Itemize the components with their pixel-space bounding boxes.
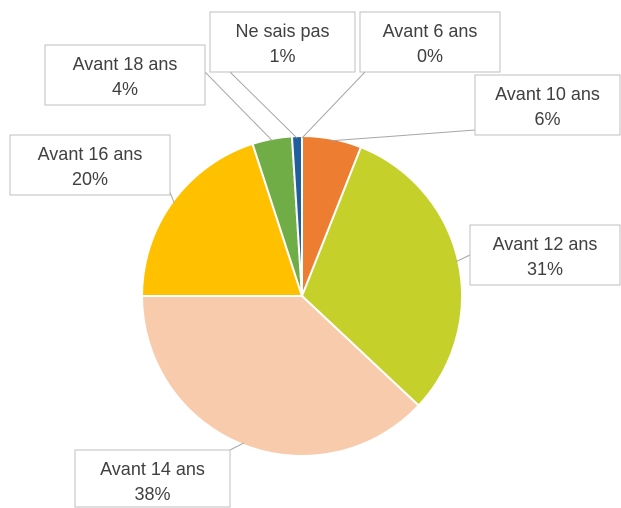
value-label: 31% [527,259,563,279]
pie-slice [140,295,421,457]
value-label: 0% [417,46,443,66]
category-label: Avant 10 ans [495,84,600,104]
category-label: Avant 14 ans [100,459,205,479]
category-label: Avant 6 ans [383,21,478,41]
value-label: 6% [534,109,560,129]
label-box [359,11,501,73]
leader-line [229,442,245,451]
value-label: 20% [72,169,108,189]
value-label: 4% [112,79,138,99]
pie-slice [290,134,303,297]
label-box [74,449,231,508]
leader-line [169,191,175,204]
leader-line [204,71,273,142]
label-box [469,224,621,286]
label-box [209,11,356,73]
leader-line [455,254,471,262]
label-box [474,74,621,136]
category-label: Avant 18 ans [73,54,178,74]
leader-line [301,71,366,139]
pie-slice [140,142,304,297]
value-label: 1% [269,46,295,66]
label-box [9,134,171,196]
category-label: Avant 16 ans [38,144,143,164]
category-label: Ne sais pas [235,21,329,41]
leader-line [331,129,476,142]
value-label: 38% [134,484,170,504]
leader-line [229,71,298,139]
label-box [44,44,206,106]
category-label: Avant 12 ans [493,234,598,254]
